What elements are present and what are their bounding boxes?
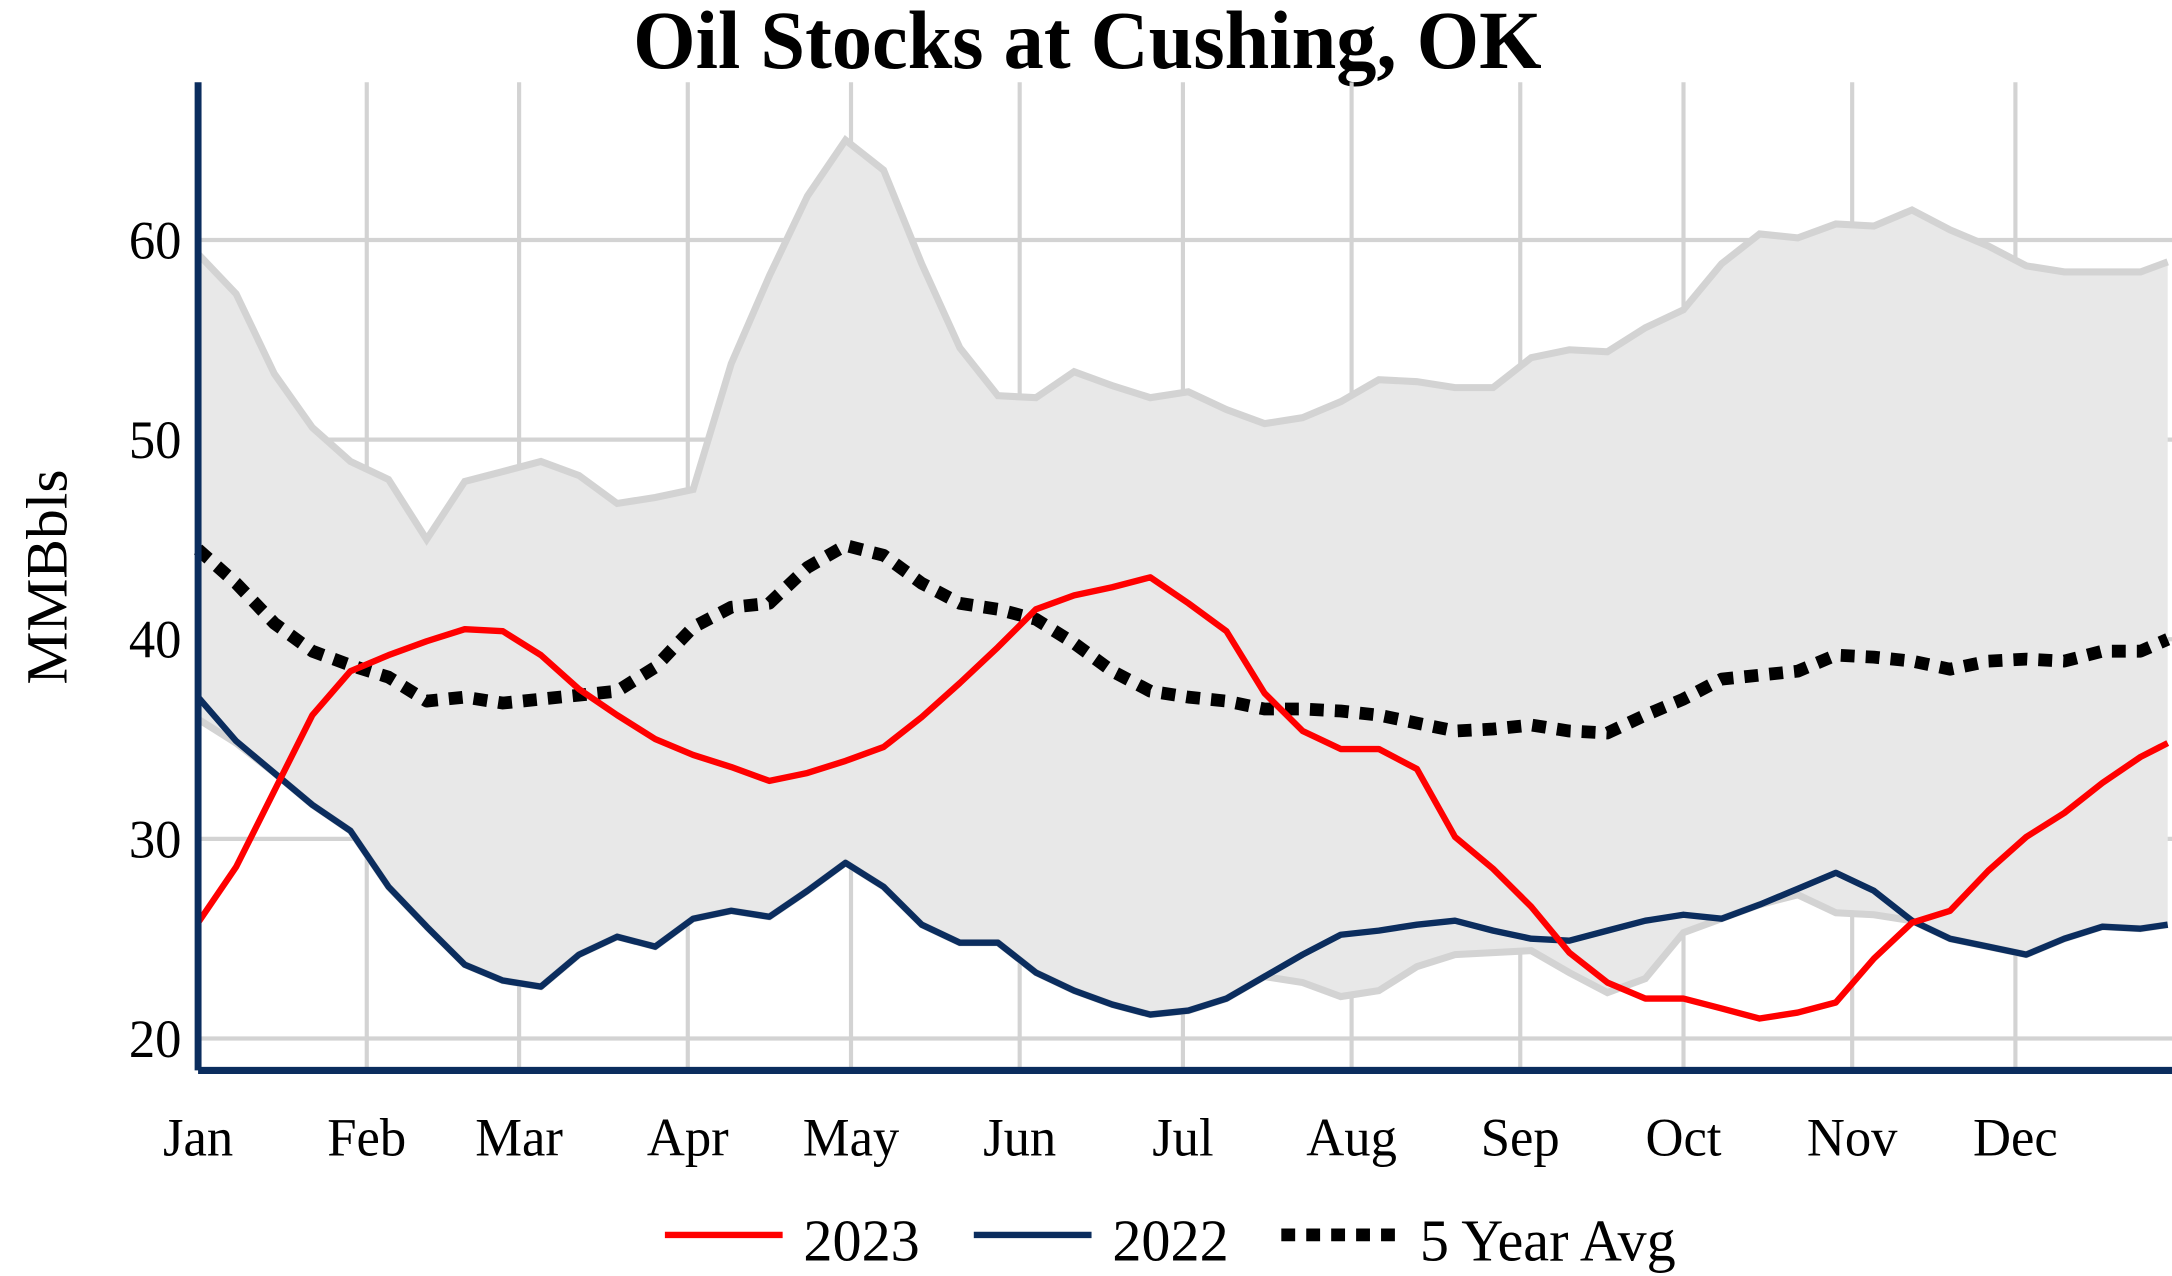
x-tick-labels: Jan Feb Mar Apr May Jun Jul Aug Sep Oct Nov Dec xyxy=(163,1108,2058,1168)
legend-label: 2023 xyxy=(803,1208,919,1274)
chart-title: Oil Stocks at Cushing, OK xyxy=(633,0,1541,86)
x-tick-label: Nov xyxy=(1807,1108,1898,1168)
y-tick-label: 30 xyxy=(129,810,182,870)
x-tick-label: Sep xyxy=(1481,1108,1560,1168)
legend: 2023 2022 5 Year Avg xyxy=(664,1208,1676,1274)
range-band-upper xyxy=(195,134,2169,546)
x-tick-label: Oct xyxy=(1646,1108,1722,1168)
x-tick-label: Jan xyxy=(163,1108,233,1168)
y-tick-labels: 20 30 40 50 60 xyxy=(129,211,182,1069)
x-tick-label: Feb xyxy=(327,1108,406,1168)
series-line-0 xyxy=(195,574,2170,1022)
series-line-2 xyxy=(193,539,2171,740)
legend-label: 2022 xyxy=(1112,1208,1228,1274)
y-tick-label: 20 xyxy=(129,1009,182,1069)
x-tick-label: Aug xyxy=(1306,1108,1397,1168)
range-band-fill xyxy=(198,140,2168,1015)
x-tick-label: May xyxy=(803,1108,900,1168)
x-tick-label: Dec xyxy=(1973,1108,2058,1168)
series-lines xyxy=(193,539,2171,1022)
x-tick-label: Apr xyxy=(647,1108,729,1168)
y-tick-label: 60 xyxy=(129,211,182,271)
x-tick-label: Jun xyxy=(983,1108,1056,1168)
x-tick-label: Mar xyxy=(475,1108,563,1168)
y-tick-label: 50 xyxy=(129,410,182,470)
y-axis-label: MMBbls xyxy=(15,469,79,684)
y-tick-label: 40 xyxy=(129,610,182,670)
series-line-1 xyxy=(195,695,2169,1018)
legend-label: 5 Year Avg xyxy=(1420,1208,1676,1274)
axes xyxy=(194,82,2172,1074)
x-tick-label: Jul xyxy=(1152,1108,1213,1168)
